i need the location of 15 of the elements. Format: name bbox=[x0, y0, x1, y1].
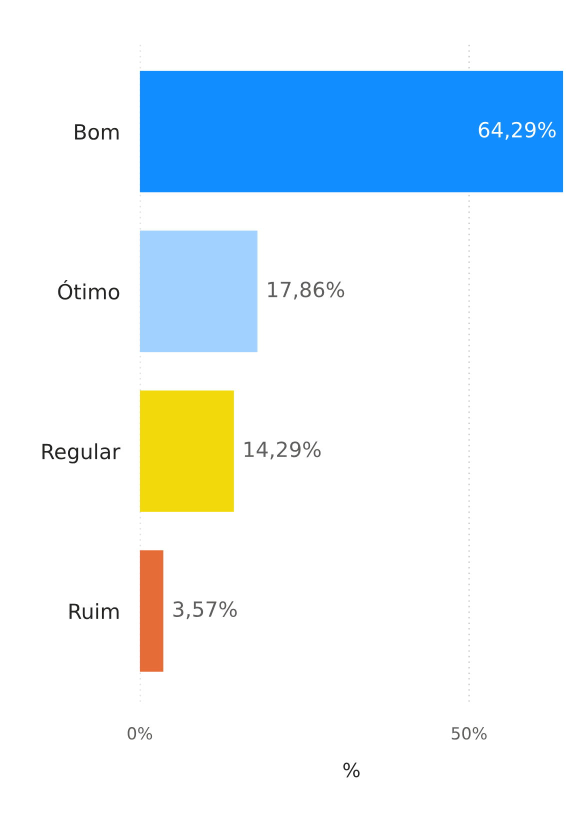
data-label: 64,29% bbox=[478, 122, 556, 140]
y-tick-label: Bom bbox=[75, 124, 119, 140]
x-tick-label: 0% bbox=[128, 727, 152, 740]
bar bbox=[140, 70, 564, 192]
y-tick-label: Ruim bbox=[70, 603, 119, 620]
x-tick-label: 50% bbox=[452, 727, 487, 740]
x-axis-title: % bbox=[343, 762, 360, 778]
y-tick-label: Regular bbox=[42, 443, 120, 464]
data-label: 3,57% bbox=[173, 601, 237, 620]
y-tick-label: Ótimo bbox=[58, 280, 120, 300]
bar bbox=[140, 230, 258, 352]
bar bbox=[140, 390, 234, 512]
data-label: 14,29% bbox=[244, 441, 321, 460]
bar bbox=[140, 550, 164, 672]
data-label: 17,86% bbox=[268, 282, 344, 300]
